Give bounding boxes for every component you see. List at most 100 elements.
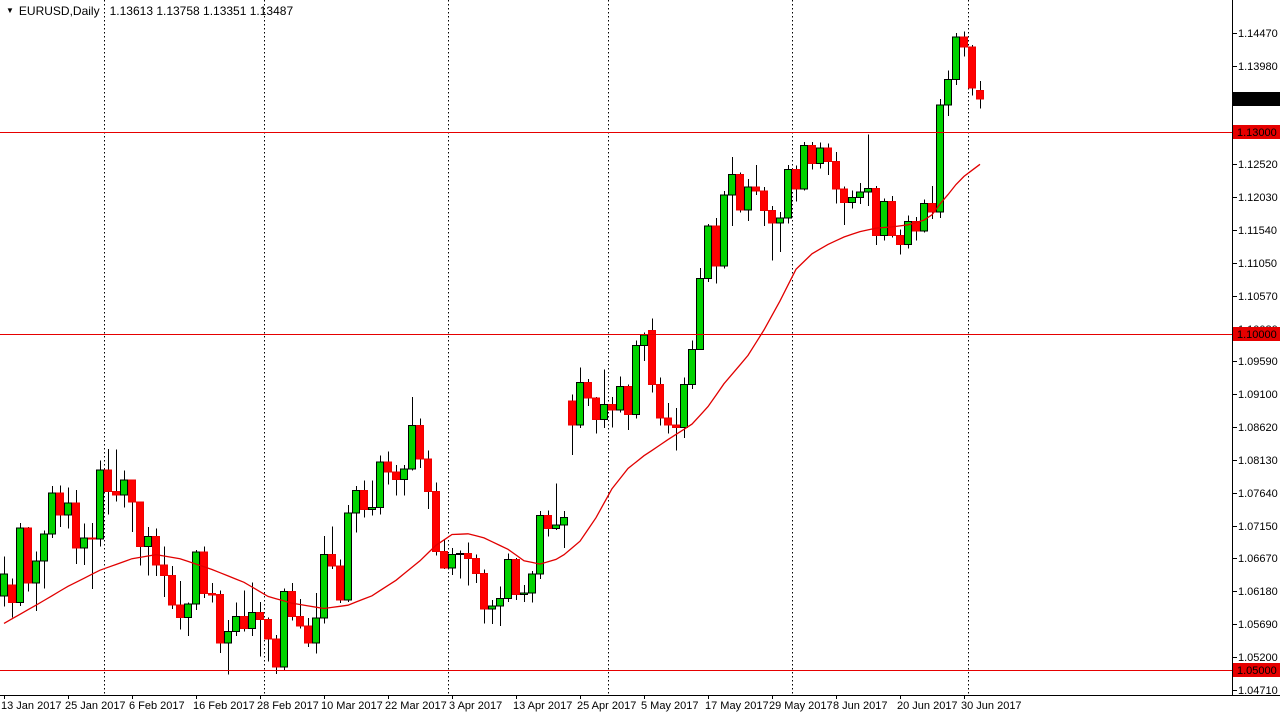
candle xyxy=(400,465,408,496)
candle-body-bear xyxy=(872,187,880,237)
candle xyxy=(592,397,600,434)
candle xyxy=(976,80,984,109)
candle-body-bull xyxy=(96,469,104,540)
candle-body-bull xyxy=(728,173,736,196)
candle-body-bear xyxy=(896,235,904,245)
candle xyxy=(712,218,720,284)
candle-body-bull xyxy=(776,217,784,224)
candle xyxy=(208,582,216,603)
candle xyxy=(192,549,200,610)
candle-body-bull xyxy=(504,558,512,599)
candle xyxy=(272,634,280,674)
candle xyxy=(520,584,528,602)
time-axis[interactable]: 13 Jan 2017 25 Jan 2017 6 Feb 2017 16 Feb 2… xyxy=(1,695,1022,712)
candle xyxy=(624,384,632,431)
candle xyxy=(120,470,128,508)
candle xyxy=(8,578,16,618)
candle-body-bull xyxy=(376,461,384,509)
candle-body-bear xyxy=(472,558,480,575)
candle xyxy=(352,486,360,533)
candle-body-bull xyxy=(848,196,856,204)
candle-body-bear xyxy=(176,604,184,618)
time-tick-label: 25 Apr 2017 xyxy=(577,700,636,712)
candle-body-bear xyxy=(592,397,600,420)
level-price-tag: 1.10000 xyxy=(1233,327,1280,341)
candle-body-bear xyxy=(464,552,472,560)
price-tick-label: 1.07150 xyxy=(1238,521,1278,533)
price-tick-label: 1.14470 xyxy=(1238,28,1278,40)
candle xyxy=(560,510,568,548)
candle-body-bull xyxy=(952,36,960,80)
candle xyxy=(264,617,272,662)
candle xyxy=(304,617,312,647)
time-tick-label: 3 Apr 2017 xyxy=(449,700,502,712)
candle xyxy=(256,601,264,657)
candle xyxy=(16,523,24,606)
candle-body-bear xyxy=(240,616,248,630)
candle-body-bull xyxy=(456,552,464,556)
candle xyxy=(416,418,424,468)
candle-body-bear xyxy=(768,210,776,224)
price-tick-label: 1.12520 xyxy=(1238,159,1278,171)
candle-body-bear xyxy=(152,536,160,566)
candle xyxy=(376,455,384,515)
candle xyxy=(824,143,832,176)
symbol-marker-icon[interactable]: ▼ xyxy=(6,6,14,15)
candle-body-bull xyxy=(720,194,728,267)
time-tick-label: 13 Apr 2017 xyxy=(513,700,572,712)
candle-body-bull xyxy=(800,144,808,190)
candle xyxy=(96,460,104,547)
candle xyxy=(832,152,840,204)
time-tick-label: 13 Jan 2017 xyxy=(1,700,62,712)
candle-body-bear xyxy=(928,202,936,213)
time-tick-label: 6 Feb 2017 xyxy=(129,700,185,712)
candle-body-bear xyxy=(272,638,280,668)
candle xyxy=(536,510,544,579)
candle xyxy=(704,224,712,283)
price-tick-label: 1.11540 xyxy=(1238,225,1277,237)
candle-body-bear xyxy=(424,458,432,492)
level-price-tag: 1.05000 xyxy=(1233,663,1280,677)
candle xyxy=(912,216,920,241)
candle-body-bull xyxy=(320,554,328,619)
candle-body-bull xyxy=(248,612,256,630)
time-tick-label: 30 Jun 2017 xyxy=(961,700,1022,712)
candle-body-bear xyxy=(440,550,448,569)
candle xyxy=(920,199,928,233)
candle xyxy=(744,179,752,221)
candle-body-bear xyxy=(664,417,672,426)
price-tick-label: 1.06670 xyxy=(1238,553,1278,565)
candle-body-bear xyxy=(8,584,16,603)
candle-body-bull xyxy=(280,591,288,668)
candle-body-bull xyxy=(632,344,640,416)
price-tick-label: 1.10570 xyxy=(1238,291,1278,303)
candle xyxy=(424,450,432,509)
candle xyxy=(176,580,184,630)
candle-body-bear xyxy=(160,564,168,577)
candle-body-bear xyxy=(976,90,984,100)
price-tick-label: 1.05200 xyxy=(1238,652,1278,664)
candle-body-bear xyxy=(512,558,520,595)
candle xyxy=(32,551,40,612)
price-tick-label: 1.06180 xyxy=(1238,586,1278,598)
candle xyxy=(944,70,952,116)
candle-body-bear xyxy=(888,200,896,237)
price-tick-label: 1.08620 xyxy=(1238,422,1278,434)
candle xyxy=(584,379,592,406)
candle xyxy=(432,482,440,556)
candle-body-bear xyxy=(360,490,368,511)
candle xyxy=(760,187,768,227)
candle xyxy=(160,546,168,598)
price-axis[interactable]: 1.144701.139801.134901.130001.125201.120… xyxy=(1232,28,1278,697)
candle-body-bull xyxy=(784,169,792,219)
candle xyxy=(488,599,496,625)
candle xyxy=(552,483,560,530)
time-tick-label: 16 Feb 2017 xyxy=(193,700,255,712)
candle xyxy=(888,195,896,238)
candle-body-bear xyxy=(416,424,424,460)
candle-body-bear xyxy=(136,501,144,548)
candle xyxy=(360,480,368,518)
candle-body-bear xyxy=(384,461,392,473)
